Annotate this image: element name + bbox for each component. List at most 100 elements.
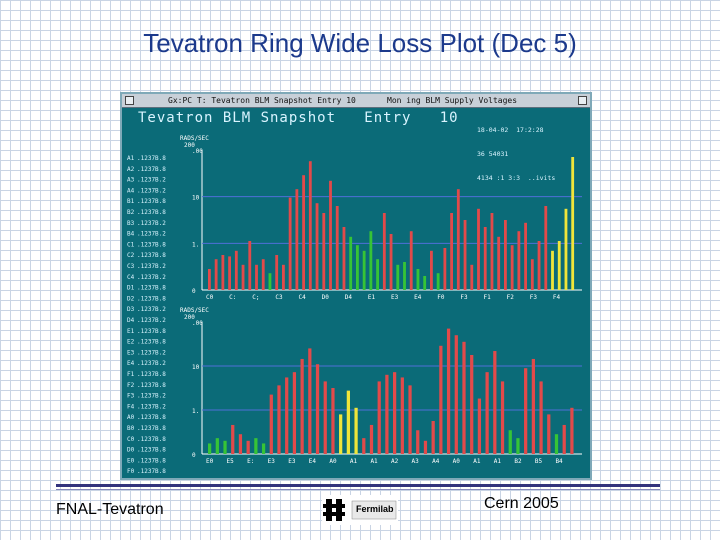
y-tick-label: .00 [192, 148, 203, 155]
loss-bar [268, 273, 272, 290]
channel-value-label: .1237B.8 [137, 155, 166, 162]
channel-value-label: .1237B.2 [137, 177, 166, 184]
y-axis-top-label: 200 [184, 314, 195, 321]
loss-bar [238, 434, 243, 454]
channel-id-label: D0 [127, 447, 135, 454]
channel-value-label: .1237B.8 [137, 468, 166, 475]
loss-bar [547, 414, 551, 454]
loss-bar [400, 377, 404, 454]
y-axis-label: RADS/SEC [180, 135, 209, 142]
loss-bar [524, 368, 528, 454]
loss-bar [517, 231, 521, 290]
loss-bar [346, 390, 350, 454]
loss-bar [504, 220, 507, 290]
channel-id-label: F1 [127, 371, 135, 378]
y-tick-label: 0 [192, 288, 196, 295]
loss-bar [369, 231, 373, 290]
window-menu-text[interactable]: Mon ing BLM Supply Voltages [387, 96, 518, 105]
channel-value-label: .1237B.8 [137, 436, 166, 443]
loss-bar [261, 259, 265, 290]
channel-value-label: .1237B.8 [137, 166, 166, 173]
loss-bar [539, 381, 543, 454]
x-tick-label: C0 [206, 294, 214, 301]
x-tick-label: C4 [299, 294, 307, 301]
x-tick-label: A4 [432, 458, 440, 465]
x-tick-label: E5 [227, 458, 235, 465]
loss-bar [288, 197, 292, 290]
x-tick-label: E: [247, 458, 254, 465]
loss-bar [308, 161, 312, 290]
channel-value-label: .1237B.2 [137, 274, 166, 281]
loss-bar [524, 222, 528, 290]
x-tick-label: A1 [494, 458, 502, 465]
loss-bar [416, 430, 420, 454]
loss-bar [300, 358, 304, 454]
loss-bar [436, 273, 440, 290]
loss-bar [510, 245, 514, 290]
x-tick-label: D0 [322, 294, 330, 301]
logo-text: Fermilab [356, 504, 394, 514]
channel-value-label: .1237B.2 [137, 403, 166, 410]
loss-bar [255, 264, 258, 290]
loss-bar [292, 372, 297, 454]
x-tick-label: A1 [370, 458, 378, 465]
loss-bar [208, 443, 212, 454]
x-tick-label: A1 [473, 458, 481, 465]
footer-right-text: Cern 2005 [484, 495, 559, 512]
window-menu-icon[interactable] [125, 96, 134, 105]
loss-bar [254, 438, 258, 454]
channel-id-label: E3 [127, 349, 135, 356]
x-tick-label: F4 [553, 294, 561, 301]
loss-bar [477, 208, 480, 290]
timestamp-line: 4134 :1 3:3 ..ivits [477, 174, 556, 182]
loss-bar [508, 430, 512, 454]
loss-bar [483, 227, 487, 290]
channel-id-label: F0 [127, 468, 135, 475]
x-tick-label: F0 [437, 294, 445, 301]
channel-value-label: .1237B.8 [137, 241, 166, 248]
channel-value-label: .1237B.8 [137, 447, 166, 454]
loss-bar [385, 374, 389, 454]
x-tick-label: A2 [391, 458, 399, 465]
channel-value-label: .1237B.2 [137, 231, 166, 238]
loss-bar [389, 234, 393, 290]
channel-id-label: E0 [127, 457, 135, 464]
loss-bar [362, 438, 366, 454]
footer-rule [56, 484, 660, 487]
footer-left-text: FNAL-Tevatron [56, 501, 164, 518]
y-tick-label: 10 [192, 364, 200, 371]
fermilab-logo-icon [322, 495, 398, 525]
loss-bar [430, 250, 433, 290]
channel-value-label: .1237B.8 [137, 414, 166, 421]
loss-bar [354, 407, 358, 454]
window-close-icon[interactable] [578, 96, 587, 105]
y-axis-top-label: 200 [184, 142, 195, 149]
loss-bar [416, 269, 420, 290]
loss-bar [450, 213, 454, 290]
channel-id-label: B1 [127, 198, 135, 205]
x-tick-label: B5 [535, 458, 543, 465]
channel-value-label: .1237B.8 [137, 457, 166, 464]
loss-bar [423, 440, 428, 454]
channel-id-label: A2 [127, 166, 135, 173]
x-tick-label: A3 [412, 458, 420, 465]
x-tick-label: A0 [453, 458, 461, 465]
x-tick-label: F1 [484, 294, 492, 301]
loss-bar [231, 424, 235, 454]
loss-bar [234, 250, 238, 290]
x-tick-label: B4 [555, 458, 563, 465]
channel-id-label: D2 [127, 295, 135, 302]
loss-bar [382, 213, 386, 290]
window-titlebar: Gx:PC T: Tevatron BLM Snapshot Entry 10 … [122, 94, 590, 108]
x-tick-label: E3 [391, 294, 399, 301]
loss-bar [248, 241, 252, 290]
channel-id-label: C2 [127, 252, 135, 259]
channel-id-label: E2 [127, 339, 135, 346]
channel-value-label: .1237B.8 [137, 425, 166, 432]
loss-bar [322, 213, 326, 290]
loss-bar [537, 241, 541, 290]
window-title-text: Gx:PC T: Tevatron BLM Snapshot Entry 10 [168, 96, 356, 105]
channel-value-label: .1237B.8 [137, 198, 166, 205]
